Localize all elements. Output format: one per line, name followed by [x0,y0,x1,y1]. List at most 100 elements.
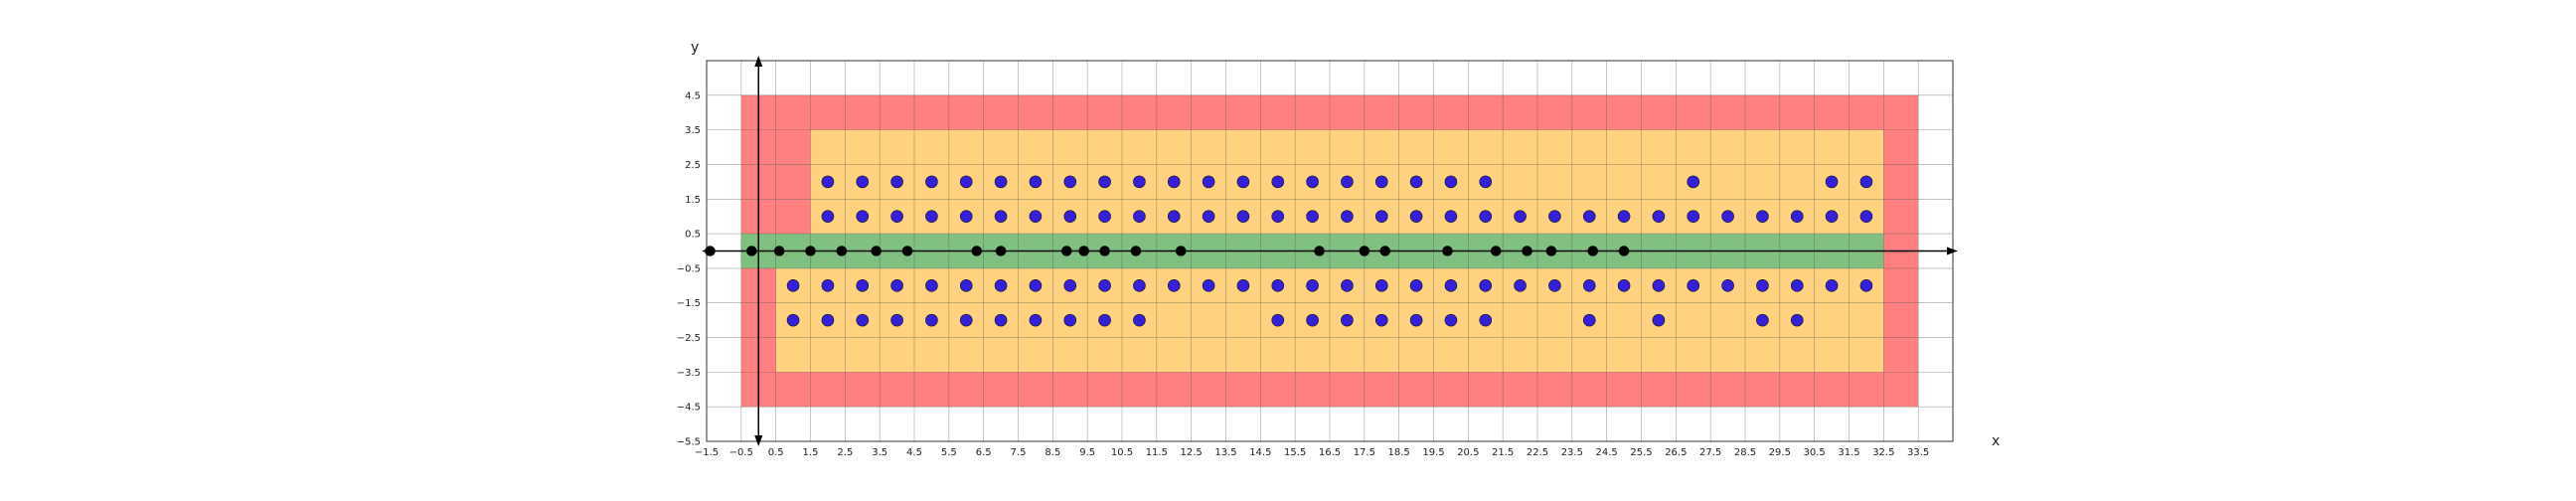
blue-point [994,210,1008,223]
blue-point [994,279,1008,292]
black-point [901,246,913,256]
blue-point [821,313,835,327]
x-tick-label: 10.5 [1111,447,1133,458]
blue-point [1271,210,1285,223]
blue-point [1029,279,1043,292]
blue-point [1236,175,1250,189]
x-tick-label: −1.5 [695,447,719,458]
blue-point [925,175,938,189]
x-tick-label: 9.5 [1079,447,1095,458]
x-tick-label: 8.5 [1045,447,1060,458]
blue-point [786,279,800,292]
blue-point [856,175,870,189]
blue-point [1582,313,1596,327]
blue-point [1063,210,1077,223]
blue-point [1202,279,1215,292]
x-tick-label: 6.5 [976,447,992,458]
x-tick-label: 21.5 [1492,447,1514,458]
black-point [1314,246,1325,256]
blue-point [1029,175,1043,189]
x-tick-label: −0.5 [729,447,753,458]
x-tick-label: 16.5 [1319,447,1341,458]
blue-point [1374,279,1388,292]
blue-point [1582,279,1596,292]
black-point [805,246,816,256]
blue-point [1859,175,1873,189]
blue-point [1721,210,1734,223]
blue-point [1306,313,1319,327]
y-tick-label: 2.5 [685,160,701,171]
y-tick-label: −3.5 [677,368,701,379]
x-tick-label: 11.5 [1146,447,1168,458]
blue-point [856,313,870,327]
blue-point [1236,210,1250,223]
blue-point [1098,279,1111,292]
x-tick-label: 25.5 [1630,447,1652,458]
blue-point [925,210,938,223]
x-tick-label: 26.5 [1665,447,1687,458]
blue-point [1825,279,1839,292]
blue-point [1409,313,1423,327]
x-tick-label: 20.5 [1457,447,1479,458]
blue-point [890,210,903,223]
x-tick-label: 2.5 [837,447,853,458]
blue-point [1687,279,1700,292]
black-point [1587,246,1599,256]
blue-point [1374,175,1388,189]
y-tick-label: −1.5 [677,298,701,309]
blue-point [1479,175,1493,189]
blue-point [925,279,938,292]
blue-point [1687,175,1700,189]
black-point [1175,246,1187,256]
y-axis-arrow-bottom [754,435,763,446]
blue-point [1133,175,1146,189]
blue-point [1790,279,1804,292]
blue-point [1409,175,1423,189]
x-tick-label: 33.5 [1907,447,1929,458]
blue-point [1444,210,1458,223]
blue-point [1374,313,1388,327]
black-point [1379,246,1391,256]
blue-point [1306,279,1319,292]
blue-point [821,279,835,292]
x-tick-label: 22.5 [1527,447,1548,458]
blue-point [1859,279,1873,292]
x-tick-label: 13.5 [1214,447,1236,458]
black-point [705,246,716,256]
x-tick-label: 3.5 [872,447,887,458]
blue-point [1341,279,1354,292]
blue-point [821,175,835,189]
blue-point [1514,210,1527,223]
blue-point [1133,210,1146,223]
blue-point [1341,175,1354,189]
black-point [1522,246,1532,256]
blue-point [1652,313,1666,327]
x-tick-label: 31.5 [1838,447,1859,458]
blue-point [1444,313,1458,327]
x-tick-label: 0.5 [768,447,784,458]
blue-point [1409,279,1423,292]
region-2 [810,129,1884,251]
y-axis-arrow [754,56,763,67]
blue-point [959,279,973,292]
blue-point [1133,279,1146,292]
x-tick-label: 7.5 [1011,447,1027,458]
blue-point [1825,210,1839,223]
blue-point [1306,210,1319,223]
blue-point [1202,210,1215,223]
y-tick-label: −2.5 [677,333,701,344]
y-tick-label: 4.5 [685,90,701,101]
blue-point [1444,279,1458,292]
x-tick-label: 18.5 [1388,447,1410,458]
x-tick-label: 14.5 [1249,447,1271,458]
x-tick-label: 32.5 [1872,447,1894,458]
y-tick-label: −4.5 [677,403,701,414]
black-point [1130,246,1142,256]
blue-point [1444,175,1458,189]
x-axis-arrow [1947,247,1958,255]
x-tick-label: 15.5 [1284,447,1306,458]
blue-point [1306,175,1319,189]
blue-point [856,279,870,292]
blue-point [1548,279,1561,292]
